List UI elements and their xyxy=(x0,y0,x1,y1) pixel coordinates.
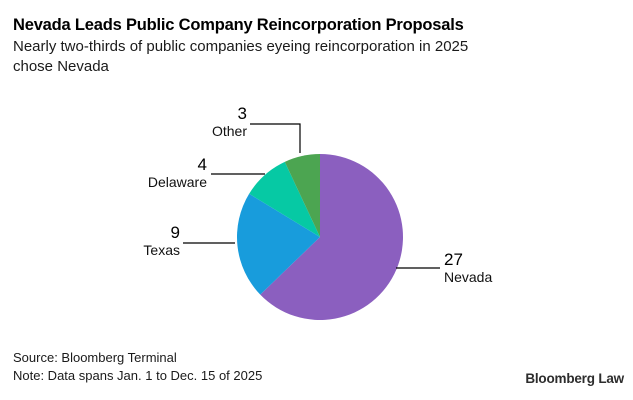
chart-subtitle-line1: Nearly two-thirds of public companies ey… xyxy=(13,38,469,55)
label-delaware-name: Delaware xyxy=(147,174,207,190)
leader-line-other xyxy=(250,123,301,153)
pie-slices xyxy=(236,153,404,320)
label-delaware: 4 Delaware xyxy=(148,155,207,191)
chart-header: Nevada Leads Public Company Reincorporat… xyxy=(13,13,613,77)
label-texas: 9 Texas xyxy=(143,223,180,259)
label-other: 3 Other xyxy=(212,104,247,140)
chart-footer: Source: Bloomberg Terminal Note: Data sp… xyxy=(13,349,262,385)
label-delaware-value: 4 xyxy=(197,155,207,174)
pie-slice-other xyxy=(284,154,320,237)
pie-slice-texas xyxy=(236,193,320,295)
label-texas-value: 9 xyxy=(170,223,180,242)
leader-lines xyxy=(183,123,440,269)
pie-slice-delaware xyxy=(249,161,320,237)
label-texas-name: Texas xyxy=(143,242,180,258)
label-nevada-value: 27 xyxy=(444,250,463,269)
label-nevada-name: Nevada xyxy=(444,269,493,285)
label-nevada: 27 Nevada xyxy=(444,250,492,286)
pie-slice-nevada xyxy=(260,153,404,320)
source-text: Source: Bloomberg Terminal xyxy=(13,350,177,365)
chart-title: Nevada Leads Public Company Reincorporat… xyxy=(13,16,464,34)
label-other-value: 3 xyxy=(237,104,247,123)
label-other-name: Other xyxy=(211,123,247,139)
chart-subtitle-line2: chose Nevada xyxy=(13,58,109,75)
bloomberg-law-logo: Bloomberg Law xyxy=(525,371,624,386)
note-text: Note: Data spans Jan. 1 to Dec. 15 of 20… xyxy=(13,368,263,383)
